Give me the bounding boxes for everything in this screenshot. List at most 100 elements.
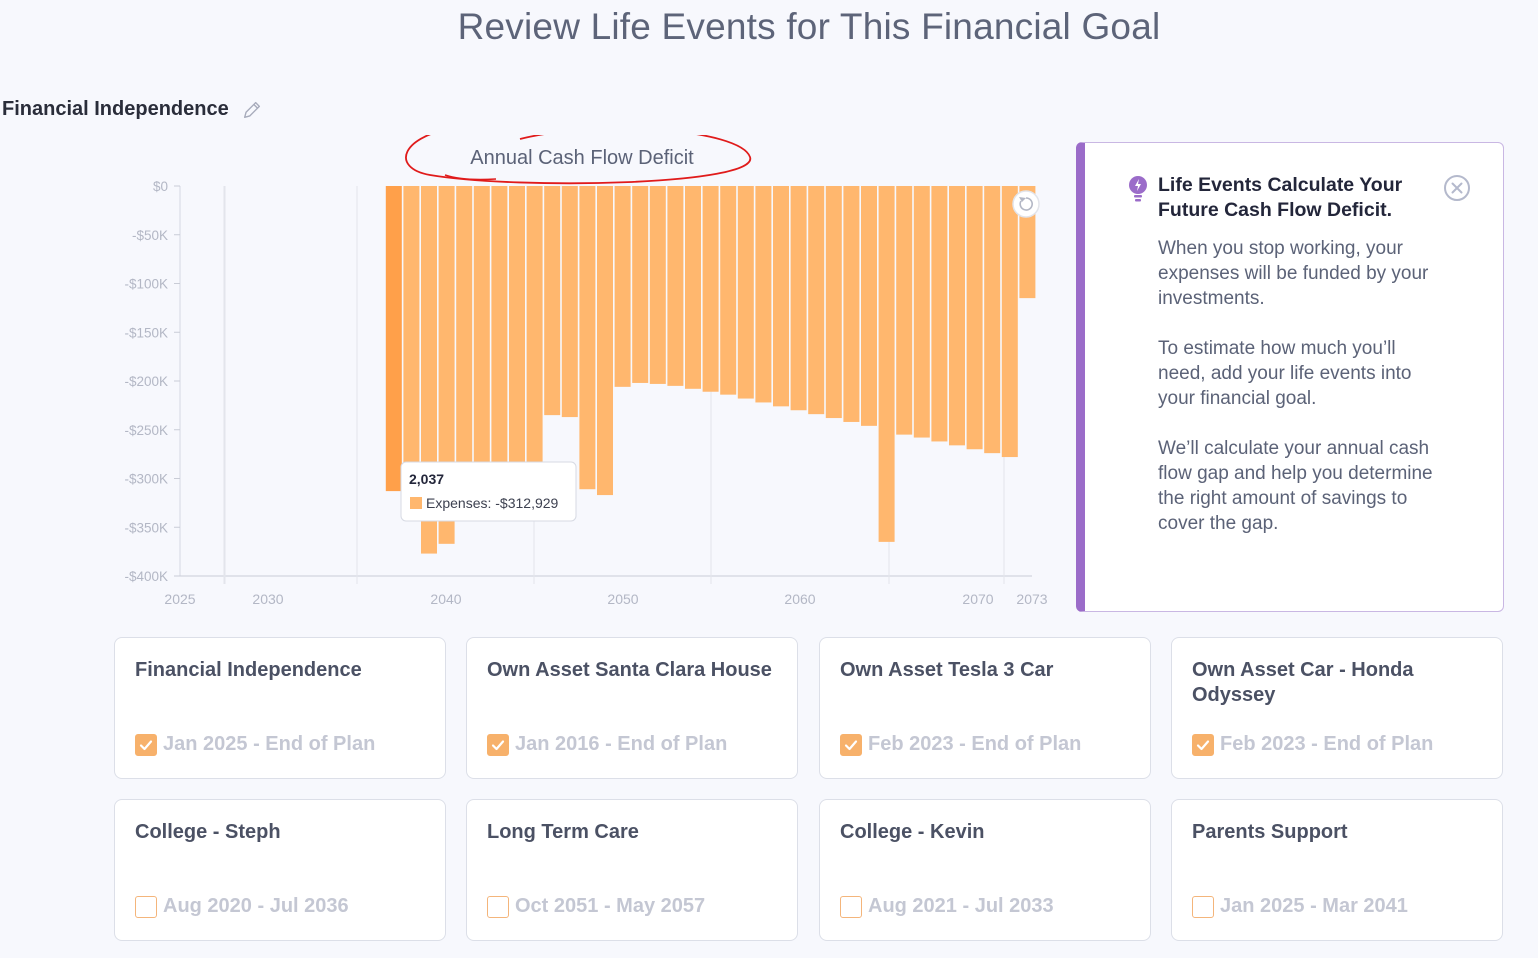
chart-bar [984,186,1001,454]
chart-bar [438,186,455,544]
checkbox-checked-icon[interactable] [487,733,509,756]
life-event-card[interactable]: College - Steph Aug 2020 - Jul 2036 [114,799,446,941]
life-event-card[interactable]: College - Kevin Aug 2021 - Jul 2033 [819,799,1151,941]
chart-bar [649,186,666,384]
y-tick-label: -$150K [124,325,168,340]
y-tick-label: -$50K [132,228,168,243]
chart-bar [385,186,402,492]
chart-bar [790,186,807,411]
chart-bar [509,186,525,467]
life-event-dates: Feb 2023 - End of Plan [868,733,1082,755]
chart-bar [473,186,490,474]
chart-bar [737,186,754,399]
checkbox-unchecked-icon[interactable] [1192,895,1214,918]
chart-bar [544,186,561,416]
life-event-card[interactable]: Financial Independence Jan 2025 - End of … [114,637,446,779]
chart-bar [861,186,877,426]
life-event-title: Own Asset Car - Honda Odyssey [1192,659,1414,706]
chart-bar [808,186,825,415]
chart-bar [825,186,842,419]
checkbox-unchecked-icon[interactable] [487,895,509,918]
y-tick-label: -$100K [124,277,168,292]
life-event-title: College - Steph [135,821,281,843]
chart-bar [1001,186,1018,458]
tooltip-box [400,461,577,522]
life-event-dates: Aug 2020 - Jul 2036 [163,895,349,917]
y-tick-label: -$350K [124,520,168,535]
life-event-title: Own Asset Santa Clara House [487,659,772,681]
y-tick-label: -$200K [124,374,168,389]
chart-bar [632,186,649,383]
y-tick-label: -$250K [124,423,168,438]
chart-bar [843,186,860,422]
goal-header: Financial Independence [2,98,263,121]
chart-bar [720,186,737,395]
tooltip-year: 2,037 [409,471,444,487]
chart-bar [561,186,578,418]
life-event-card[interactable]: Parents Support Jan 2025 - Mar 2041 [1171,799,1503,941]
life-event-title: College - Kevin [840,821,985,843]
life-event-title: Financial Independence [135,659,362,681]
life-event-dates: Aug 2021 - Jul 2033 [868,895,1054,917]
info-paragraph: When you stop working, your expenses wil… [1158,238,1429,309]
info-body: When you stop working, your expenses wil… [1158,236,1448,561]
chart-svg: Annual Cash Flow Deficit $0 -$50K -$100K -$1… [124,135,1048,607]
chart-bar [949,186,965,446]
chart-bar [614,186,631,387]
x-tick-label: 2060 [784,591,815,607]
x-tick-label: 2030 [252,591,283,607]
chart-bar [878,186,895,542]
life-event-dates: Jan 2016 - End of Plan [515,733,728,755]
chart-bar [526,186,543,464]
close-circle-icon[interactable] [1443,174,1471,202]
life-event-dates: Jan 2025 - Mar 2041 [1220,895,1408,917]
checkmark-icon [1196,739,1210,750]
cash-flow-chart: Annual Cash Flow Deficit $0 -$50K -$100K -$1… [100,135,1060,615]
chart-bar [403,186,420,486]
life-event-date-row: Oct 2051 - May 2057 [487,895,705,918]
pencil-icon[interactable] [241,99,263,121]
x-tick-label: 2040 [430,591,461,607]
chart-bar [579,186,596,490]
page-title: Review Life Events for This Financial Go… [457,6,1161,47]
checkbox-checked-icon[interactable] [1192,733,1214,756]
life-event-card[interactable]: Long Term Care Oct 2051 - May 2057 [466,799,798,941]
chart-bar [773,186,789,407]
y-tick-label: -$300K [124,472,168,487]
life-event-date-row: Jan 2025 - Mar 2041 [1192,895,1408,918]
info-paragraph: We’ll calculate your annual cash flow ga… [1158,438,1433,534]
chart-bar [896,186,913,435]
tooltip-swatch [410,497,422,509]
y-tick-label: $0 [153,179,168,194]
life-event-date-row: Aug 2020 - Jul 2036 [135,895,349,918]
life-event-date-row: Feb 2023 - End of Plan [1192,733,1433,756]
chart-bar [966,186,983,450]
red-circle-tail [444,174,497,181]
checkbox-checked-icon[interactable] [135,733,157,756]
x-tick-label: 2070 [962,591,993,607]
checkmark-icon [491,739,505,750]
chart-bar [931,186,948,442]
reset-zoom-icon[interactable] [1012,190,1040,218]
checkmark-icon [139,739,153,750]
checkbox-unchecked-icon[interactable] [840,895,862,918]
x-tick-label: 2025 [164,591,195,607]
life-event-title: Long Term Care [487,821,639,843]
life-event-dates: Jan 2025 - End of Plan [163,733,376,755]
tooltip-label: Expenses: -$312,929 [426,495,559,511]
chart-title: Annual Cash Flow Deficit [470,147,694,169]
checkbox-unchecked-icon[interactable] [135,895,157,918]
chart-bar [755,186,772,403]
checkmark-icon [844,739,858,750]
chart-bar [597,186,613,496]
chart-bar [456,186,473,479]
chart-bar [491,186,508,469]
life-event-card[interactable]: Own Asset Car - Honda Odyssey Feb 2023 - … [1171,637,1503,779]
life-event-title: Parents Support [1192,821,1348,843]
life-event-card[interactable]: Own Asset Tesla 3 Car Feb 2023 - End of P… [819,637,1151,779]
x-tick-label: 2073 [1016,591,1047,607]
chart-bar [667,186,684,386]
life-event-card[interactable]: Own Asset Santa Clara House Jan 2016 - En… [466,637,798,779]
life-event-date-row: Feb 2023 - End of Plan [840,733,1081,756]
checkbox-checked-icon[interactable] [840,733,862,756]
